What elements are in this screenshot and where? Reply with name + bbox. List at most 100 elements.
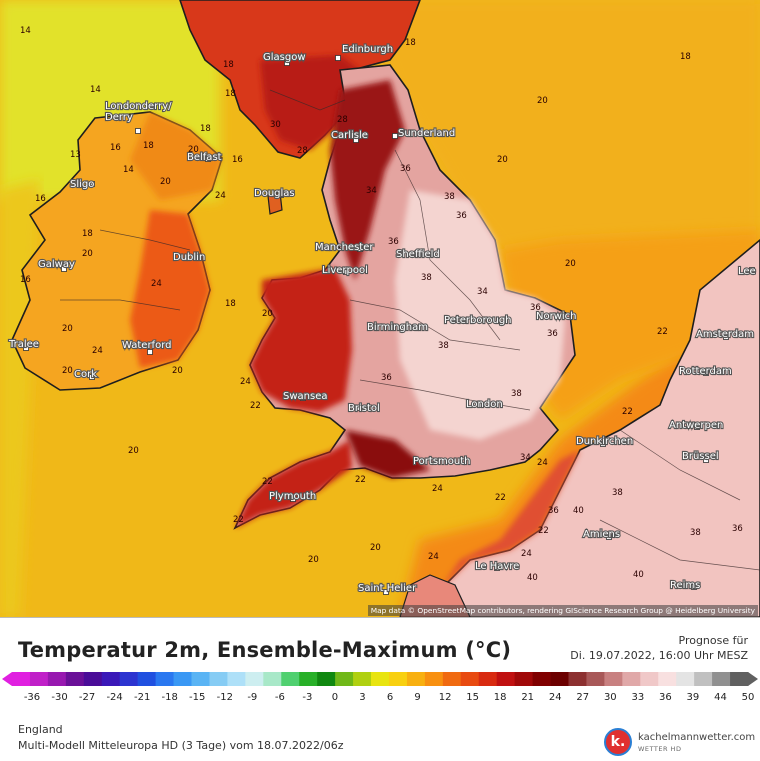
city-label: Tralee [8, 339, 39, 350]
legend-swatch [191, 672, 210, 686]
temperature-value: 24 [215, 191, 226, 201]
legend-tick-label: 21 [521, 692, 534, 702]
city-square-icon [703, 457, 709, 463]
city-label: Manchester [315, 242, 374, 253]
city-square-icon [193, 255, 199, 261]
temperature-value: 24 [240, 377, 251, 387]
city-marker: Sheffield [395, 248, 441, 261]
legend-swatch [730, 672, 749, 686]
temperature-value: 36 [548, 506, 559, 516]
city-label: Galway [38, 259, 75, 270]
city-square-icon [749, 267, 755, 273]
legend-tick-label: 44 [714, 692, 727, 702]
temperature-value: 36 [732, 524, 743, 534]
temperature-value: 24 [92, 346, 103, 356]
city-marker: Antwerpen [668, 419, 725, 432]
legend-tick-label: -30 [51, 692, 67, 702]
legend-swatch [640, 672, 659, 686]
temperature-value: 14 [123, 165, 134, 175]
legend-swatch [388, 672, 408, 686]
city-square-icon [205, 156, 211, 162]
map-attribution: Map data © OpenStreetMap contributors, r… [367, 605, 758, 616]
city-marker: Edinburgh [335, 43, 394, 61]
city-square-icon [23, 345, 29, 351]
city-marker: Waterford [121, 339, 173, 355]
legend-swatch [335, 672, 354, 686]
legend-swatch [29, 672, 49, 686]
legend-swatch [550, 672, 569, 686]
city-square-icon [554, 313, 560, 319]
legend-tick-label: 24 [549, 692, 562, 702]
city-marker: Galway [37, 258, 76, 272]
legend-swatch [442, 672, 462, 686]
legend-arrow-left-icon [2, 672, 12, 686]
city-marker: Lee [737, 265, 757, 278]
city-marker: Cork [73, 368, 98, 381]
legend-tick-label: -12 [217, 692, 233, 702]
city-marker: Peterborough [443, 314, 513, 327]
temperature-value: 36 [456, 211, 467, 221]
temperature-value: 16 [35, 194, 46, 204]
city-square-icon [147, 349, 153, 355]
city-label: Dublin [173, 252, 205, 263]
legend-tick-label: 12 [439, 692, 452, 702]
admin-borders [60, 89, 760, 571]
city-square-icon [356, 405, 362, 411]
temperature-value: 38 [511, 389, 522, 399]
city-label: Rotterdam [679, 366, 732, 377]
wales-hot [250, 268, 352, 412]
severn-dark [345, 430, 430, 478]
city-label: Dunkirchen [576, 436, 633, 447]
pennines-dark [330, 80, 405, 280]
legend-swatch [676, 672, 695, 686]
city-label: Birmingham [367, 322, 428, 333]
city-label: Amiens [583, 529, 620, 540]
temperature-value: 24 [537, 458, 548, 468]
temperature-value: 20 [497, 155, 508, 165]
city-label: Belfast [187, 152, 222, 163]
city-marker: Birmingham [366, 321, 429, 334]
map-title: Temperatur 2m, Ensemble-Maximum (°C) [18, 638, 512, 662]
temperature-value: 22 [250, 401, 261, 411]
city-marker: Sunderland [392, 127, 456, 140]
city-label: Plymouth [269, 491, 316, 502]
legend-swatch [137, 672, 157, 686]
city-square-icon [606, 534, 612, 540]
temperature-value: 22 [233, 515, 244, 525]
brand[interactable]: k. kachelmannwetter.com WETTER HD [604, 728, 755, 758]
city-square-icon [703, 370, 709, 376]
legend-swatch [604, 672, 623, 686]
legend-tick-label: 9 [414, 692, 420, 702]
temperature-value: 28 [337, 115, 348, 125]
temperature-value: 40 [633, 570, 644, 580]
city-square-icon [61, 266, 67, 272]
ireland-east-hot [130, 210, 210, 368]
temperature-value: 20 [262, 309, 273, 319]
legend-swatch [478, 672, 498, 686]
temperature-value: 28 [297, 146, 308, 156]
legend-swatch [568, 672, 587, 686]
temperature-value: 18 [405, 38, 416, 48]
legend-swatch [299, 672, 318, 686]
city-label: Peterborough [444, 315, 512, 326]
temperature-value: 34 [366, 186, 377, 196]
legend-swatch [622, 672, 641, 686]
city-marker: Norwich [535, 310, 578, 323]
city-marker: London [465, 398, 504, 411]
temperature-value: 36 [388, 237, 399, 247]
temperature-map[interactable]: 14 14 14 13 16 18 18 20 16 20 24 16 18 20 24 18 16 20 24 20… [0, 0, 760, 617]
city-label: Sheffield [396, 249, 440, 260]
city-marker: Amsterdam [695, 328, 755, 341]
legend-swatch [155, 672, 174, 686]
legend-tick-label: -9 [247, 692, 257, 702]
legend-swatch [496, 672, 516, 686]
temperature-value: 38 [438, 341, 449, 351]
city-square-icon [477, 402, 483, 408]
legend-tick-label: 15 [466, 692, 479, 702]
city-square-icon [357, 246, 363, 252]
city-label: Lee [738, 266, 756, 277]
legend-tick-label: -24 [106, 692, 122, 702]
temperature-value: 22 [262, 477, 273, 487]
ireland-north-warm [130, 112, 222, 200]
city-marker: Manchester [314, 241, 376, 254]
